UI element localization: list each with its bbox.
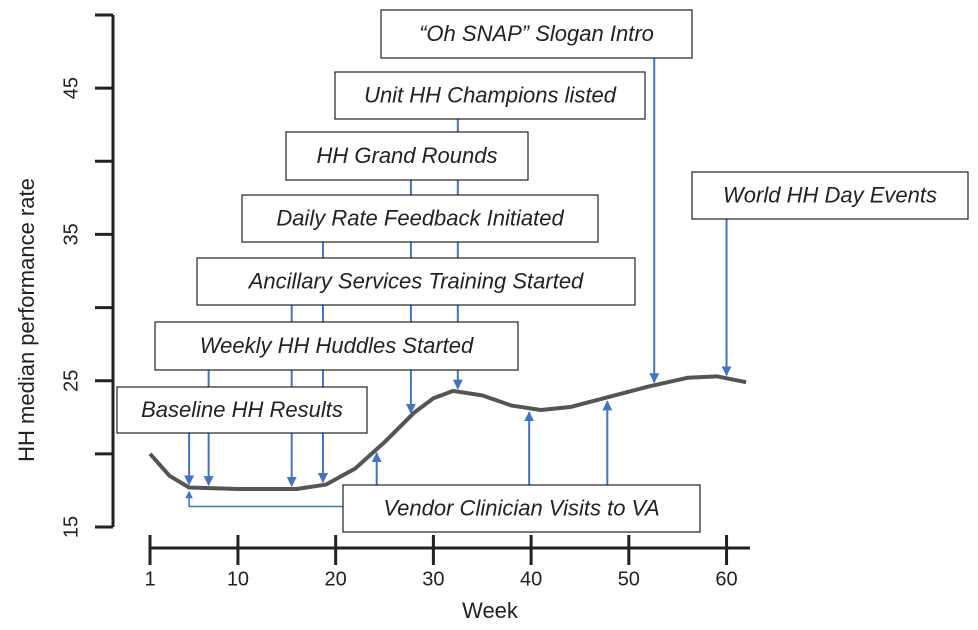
annotation-box: [380, 9, 693, 59]
annotation-box: [116, 386, 368, 434]
annotation-boxes: Baseline HH Results Weekly HH Huddles Sta…: [116, 9, 969, 533]
y-axis-label: HH median performance rate: [14, 178, 39, 462]
x-tick-label: 1: [144, 568, 155, 590]
annotation-text: Vendor Clinician Visits to VA: [383, 495, 659, 520]
y-tick-label: 25: [60, 370, 82, 392]
annotation-arrow: [185, 490, 343, 508]
annotation-text: “Oh SNAP” Slogan Intro: [419, 21, 654, 46]
x-tick-label: 30: [422, 568, 444, 590]
y-tick-label: 35: [60, 223, 82, 245]
x-tick-label: 10: [227, 568, 249, 590]
annotation-text: World HH Day Events: [723, 182, 937, 207]
annotation-text: Ancillary Services Training Started: [247, 268, 584, 293]
annotation-box: [285, 131, 529, 181]
y-tick-label: 15: [60, 516, 82, 538]
line: [148, 374, 747, 491]
annotation-box: [196, 257, 636, 306]
x-tick-label: 60: [715, 568, 737, 590]
annotation-text: Daily Rate Feedback Initiated: [276, 205, 564, 230]
x-tick-label: 20: [325, 568, 347, 590]
annotation-box: [342, 484, 701, 533]
x-tick-label: 50: [618, 568, 640, 590]
x-axis-label: Week: [462, 598, 519, 623]
annotation-box: [334, 71, 646, 120]
annotation-text: Weekly HH Huddles Started: [200, 333, 474, 358]
annotation-box: [241, 194, 599, 243]
annotation-text: HH Grand Rounds: [317, 143, 498, 168]
annotation-box: [154, 321, 519, 371]
annotation-text: Baseline HH Results: [141, 397, 343, 422]
y-tick-label: 45: [60, 77, 82, 99]
annotation-text: Unit HH Champions listed: [364, 82, 617, 107]
x-tick-label: 40: [520, 568, 542, 590]
annotation-box: [691, 171, 969, 220]
